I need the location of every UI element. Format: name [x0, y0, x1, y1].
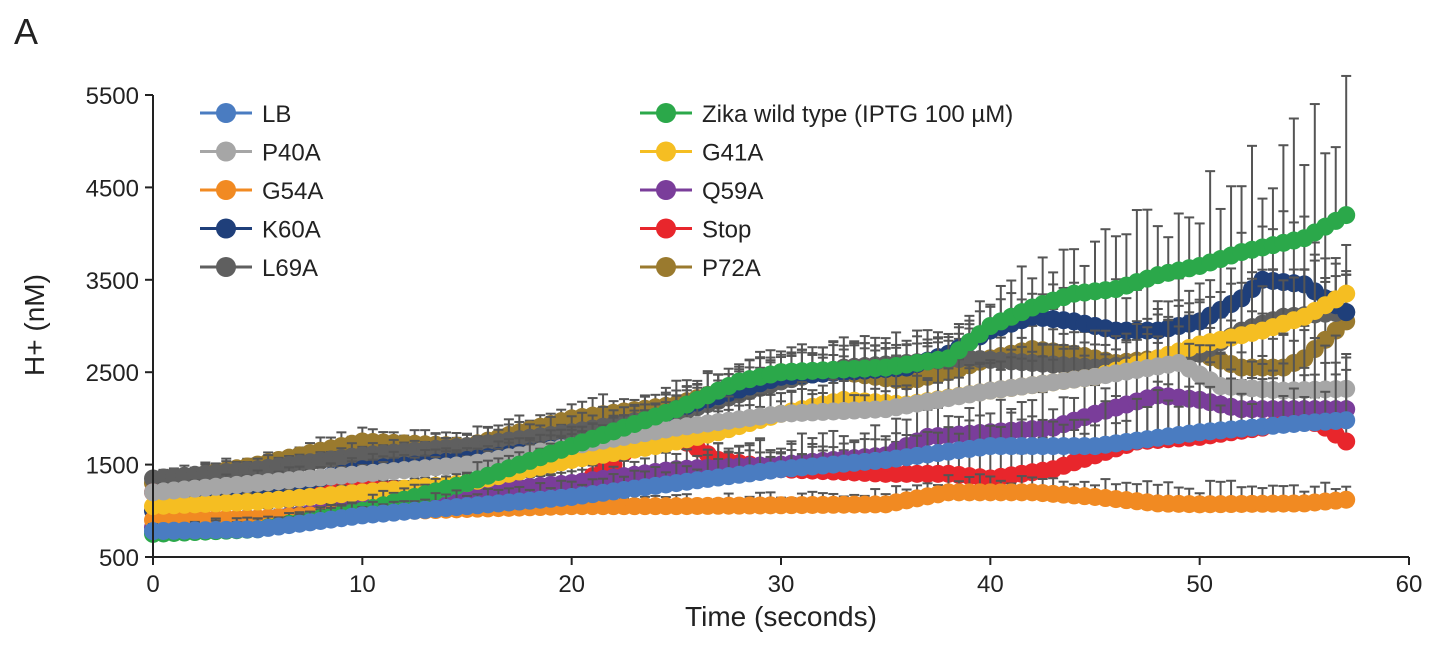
- data-point: [1337, 411, 1356, 430]
- plot-area: [144, 74, 1356, 543]
- legend-label: K60A: [262, 217, 321, 244]
- x-axis-title: Time (seconds): [685, 601, 877, 632]
- x-tick-label: 20: [558, 571, 585, 598]
- legend-label: L69A: [262, 255, 318, 282]
- legend-item-5: Q59A: [640, 178, 763, 205]
- y-tick-label: 2500: [86, 360, 139, 387]
- x-tick-label: 0: [146, 571, 159, 598]
- data-point: [1337, 490, 1356, 509]
- x-tick-label: 30: [768, 571, 795, 598]
- data-point: [1337, 206, 1356, 225]
- legend-item-0: LB: [200, 101, 291, 128]
- legend-item-6: K60A: [200, 217, 321, 244]
- series-0: [144, 368, 1356, 541]
- y-tick-label: 500: [99, 545, 139, 572]
- legend-label: LB: [262, 101, 291, 128]
- y-tick-label: 4500: [86, 175, 139, 202]
- x-tick-label: 10: [349, 571, 376, 598]
- y-tick-label: 1500: [86, 453, 139, 480]
- y-axis-title: H+ (nM): [19, 274, 50, 376]
- legend-marker: [216, 180, 236, 200]
- legend-marker: [656, 103, 676, 123]
- legend-label: P72A: [702, 255, 761, 282]
- legend-label: Q59A: [702, 178, 763, 205]
- legend-marker: [656, 141, 676, 162]
- panel-label: A: [14, 11, 38, 52]
- legend-marker: [656, 218, 676, 239]
- legend-item-1: Zika wild type (IPTG 100 µM): [640, 101, 1013, 128]
- axes: 500 1500 2500 3500 4500 5500 0 10 20 30 40 50 60: [86, 83, 1423, 598]
- legend-item-2: P40A: [200, 140, 321, 167]
- legend-marker: [216, 218, 236, 239]
- legend-label: Zika wild type (IPTG 100 µM): [702, 101, 1013, 128]
- legend-marker: [216, 103, 236, 123]
- legend-label: G54A: [262, 178, 323, 205]
- y-tick-label: 3500: [86, 268, 139, 295]
- x-tick-label: 50: [1186, 571, 1213, 598]
- y-tick-label: 5500: [86, 83, 139, 110]
- legend-item-9: P72A: [640, 255, 761, 282]
- legend-item-7: Stop: [640, 217, 751, 244]
- legend: LB P40A G54A K60A L69A Zika wild type (IPTG 1…: [200, 101, 1013, 282]
- legend-marker: [216, 141, 236, 162]
- data-point: [1337, 432, 1356, 451]
- legend-item-4: G54A: [200, 178, 323, 205]
- x-tick-label: 40: [977, 571, 1004, 598]
- data-point: [1337, 303, 1356, 322]
- legend-item-8: L69A: [200, 255, 318, 282]
- legend-label: Stop: [702, 217, 751, 244]
- legend-marker: [656, 257, 676, 277]
- legend-item-3: G41A: [640, 140, 763, 167]
- legend-label: G41A: [702, 140, 763, 167]
- x-tick-label: 60: [1396, 571, 1423, 598]
- legend-marker: [656, 180, 676, 200]
- legend-marker: [216, 257, 236, 277]
- data-point: [1337, 284, 1356, 303]
- legend-label: P40A: [262, 140, 321, 167]
